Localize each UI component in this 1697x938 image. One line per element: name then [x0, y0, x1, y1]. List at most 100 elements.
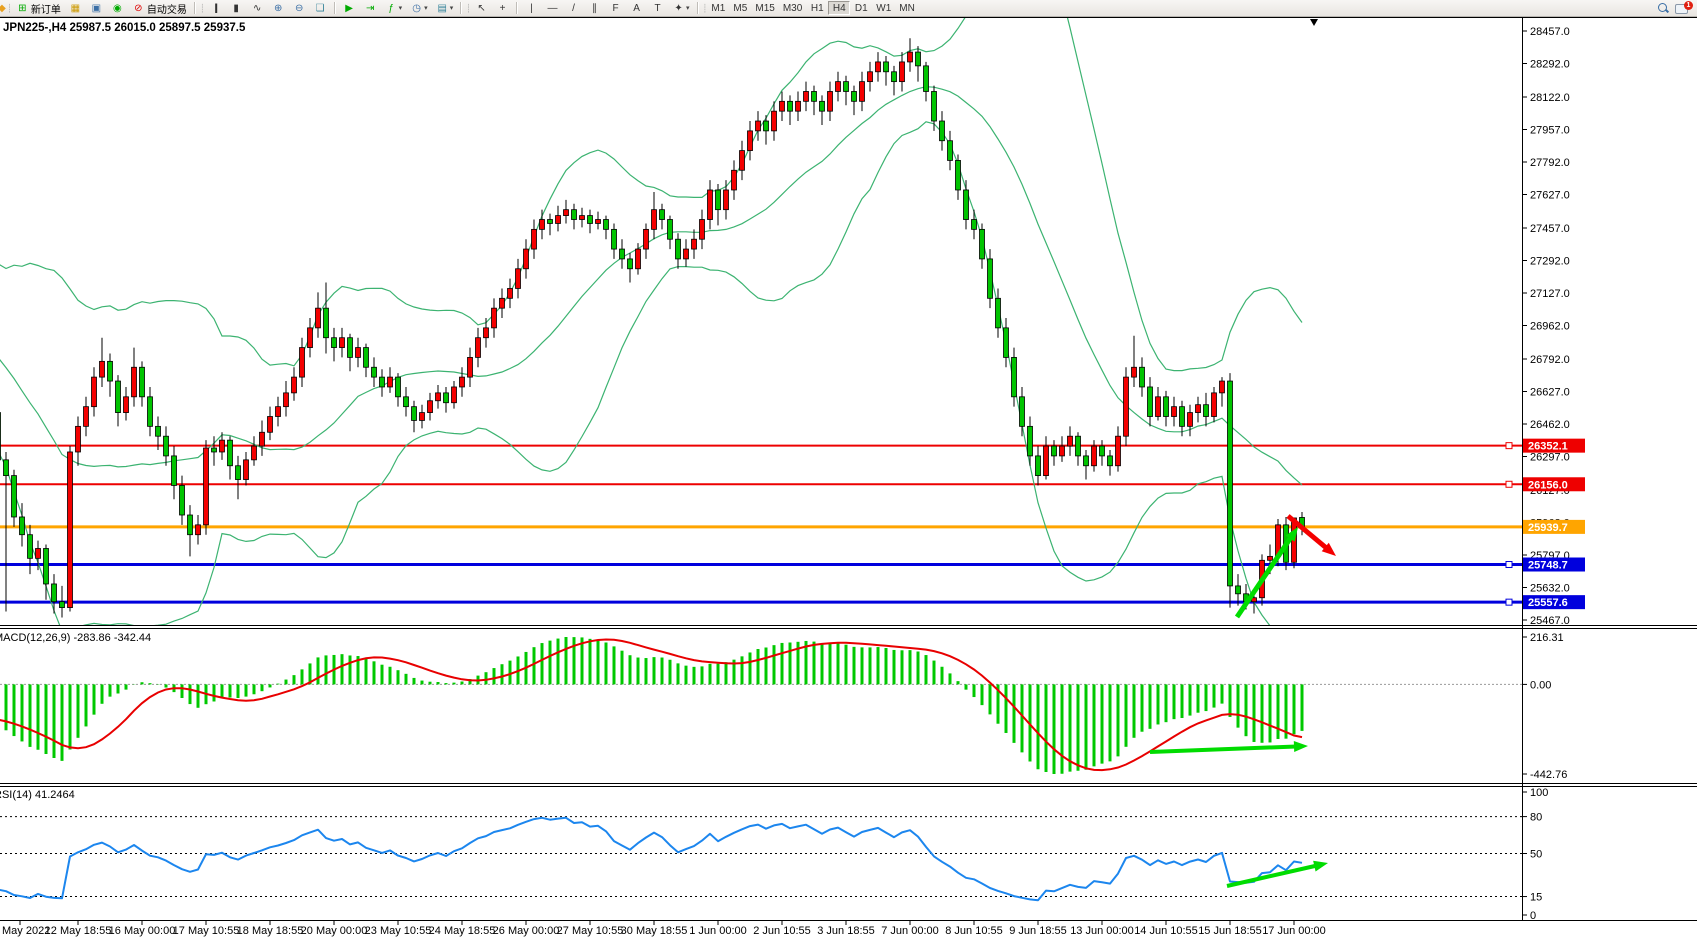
timeframe-d1[interactable]: D1 [850, 1, 872, 15]
time-tick-label: 3 Jun 18:55 [817, 925, 875, 937]
candlestick-chart-button[interactable]: ▮ [226, 1, 247, 15]
price-tag-label: 25939.7 [1528, 522, 1568, 534]
bollinger-lower-band [0, 121, 1271, 625]
autotrading-button[interactable]: ⊘ 自动交易 [128, 1, 191, 16]
rsi-line [0, 816, 1303, 902]
notifications-icon[interactable]: 1 [1675, 0, 1693, 14]
candle-body [915, 51, 921, 67]
candle-body [179, 485, 185, 516]
fibonacci-button[interactable]: F [605, 1, 626, 15]
line-handle[interactable] [1505, 561, 1513, 569]
candle-body [547, 219, 553, 224]
candle-body [907, 51, 913, 63]
toolbar-drag-handle[interactable]: ┊ [702, 3, 708, 13]
vertical-line-button[interactable]: | [521, 1, 542, 15]
candle-body [835, 81, 841, 92]
candle-body [1227, 380, 1233, 587]
timeframe-h4[interactable]: H4 [828, 1, 851, 15]
trend-arrow[interactable] [1286, 514, 1332, 553]
timeframe-m15[interactable]: M15 [751, 1, 778, 15]
toolbar-drag-handle[interactable]: ┊ [7, 3, 12, 13]
line-handle[interactable] [1505, 442, 1513, 450]
cropped-toolbar-icon[interactable]: ◆ [0, 2, 6, 14]
trend-arrow[interactable] [1149, 744, 1300, 754]
periods-button[interactable]: ◷ ▾ [406, 1, 432, 15]
candle-body [59, 601, 65, 608]
candle-body [811, 91, 817, 102]
line-chart-button[interactable]: ∿ [247, 1, 268, 15]
time-tick-label: May 2022 [2, 925, 50, 937]
trend-arrow-head [1313, 860, 1328, 872]
timeframe-m1[interactable]: M1 [707, 1, 729, 15]
candle-body [35, 548, 41, 559]
tile-windows-button[interactable]: ❏ [310, 1, 331, 15]
market-watch-button[interactable]: ▦ [65, 1, 86, 15]
toolbar-drag-handle[interactable]: ┊ [199, 3, 205, 13]
shapes-button[interactable]: ✦ ▾ [668, 1, 694, 15]
market-watch-icon: ▦ [70, 2, 81, 14]
trend-arrow[interactable] [1226, 862, 1321, 888]
timeframe-m5[interactable]: M5 [729, 1, 751, 15]
zoom-out-button[interactable]: ⊖ [289, 1, 310, 15]
rsi-scale-label: 50 [1530, 849, 1542, 861]
candle-body [891, 71, 897, 83]
cursor-button[interactable]: ↖ [471, 1, 492, 15]
trend-arrow[interactable] [1234, 532, 1296, 619]
indicators-button[interactable]: ƒ ▾ [381, 1, 407, 15]
candle-body [867, 71, 873, 83]
timeframe-w1[interactable]: W1 [872, 1, 895, 15]
text-tool-button[interactable]: A [626, 1, 647, 15]
chevron-down-icon: ▾ [449, 5, 454, 12]
timeframe-h1[interactable]: H1 [806, 1, 828, 15]
search-icon[interactable] [1658, 2, 1670, 14]
chart-shift-marker[interactable] [1310, 19, 1318, 26]
candle-body [267, 416, 273, 433]
text-label-button[interactable]: T [647, 1, 668, 15]
horizontal-line-button[interactable]: — [542, 1, 563, 15]
candle-body [0, 412, 1, 461]
zoom-in-button[interactable]: ⊕ [268, 1, 289, 15]
candle-body [499, 297, 505, 309]
channel-button[interactable]: ∥ [584, 1, 605, 15]
candle-body [987, 258, 993, 299]
time-tick-label: 20 May 00:00 [301, 925, 368, 937]
timeframe-m30[interactable]: M30 [779, 1, 806, 15]
candle-body [443, 392, 449, 404]
line-handle[interactable] [1505, 598, 1513, 606]
candle-body [1067, 435, 1073, 447]
time-tick-label: 15 Jun 18:55 [1198, 925, 1262, 937]
candle-body [1027, 425, 1033, 457]
candle-body [219, 439, 225, 453]
candle-body [435, 392, 441, 402]
price-tag [1523, 595, 1585, 610]
candle-body [19, 516, 25, 536]
crosshair-button[interactable]: + [492, 1, 513, 15]
candle-body [211, 447, 217, 453]
candle-body [555, 215, 561, 224]
time-tick-label: 13 Jun 00:00 [1070, 925, 1134, 937]
price-tag [1523, 557, 1585, 572]
new-order-button[interactable]: ⊞ 新订单 [12, 1, 65, 16]
timeframe-mn[interactable]: MN [895, 1, 919, 15]
candle-body [1267, 555, 1273, 561]
toolbar-drag-handle[interactable]: ┊ [466, 3, 471, 13]
templates-button[interactable]: ▤ ▾ [432, 1, 458, 15]
line-handle[interactable] [1505, 480, 1513, 488]
candle-body [787, 100, 793, 112]
horizontal-line-icon: — [547, 2, 558, 14]
candles [0, 38, 1305, 618]
auto-scroll-button[interactable]: ▶ [339, 1, 360, 15]
time-tick-label: 30 May 18:55 [621, 925, 688, 937]
chart-shift-button[interactable]: ⇥ [360, 1, 381, 15]
candle-body [451, 386, 457, 404]
profiles-button[interactable]: ▣ [86, 1, 107, 15]
candle-body [419, 412, 425, 421]
chart-background [0, 16, 1697, 938]
bar-chart-button[interactable]: ||| [205, 1, 226, 15]
candle-body [723, 189, 729, 211]
candle-body [1123, 376, 1129, 437]
trendline-button[interactable]: / [563, 1, 584, 15]
candle-body [827, 91, 833, 112]
signals-button[interactable]: ◉ [107, 1, 128, 15]
